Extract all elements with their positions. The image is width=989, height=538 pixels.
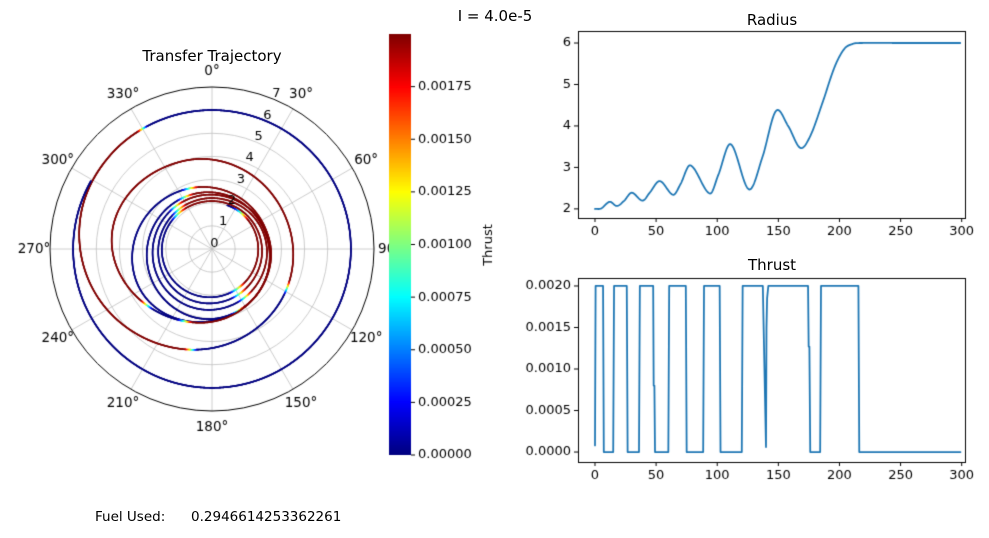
radius-plot-title: Radius: [746, 11, 798, 29]
thrust-plot-title: Thrust: [747, 256, 797, 274]
polar-plot-title: Transfer Trajectory: [142, 47, 282, 65]
thrust-colorbar: [384, 24, 520, 470]
fuel-used-text: Fuel Used: 0.2946614253362261: [95, 509, 342, 526]
radius-line-plot: [520, 4, 989, 246]
thrust-line-plot: [520, 250, 989, 488]
footer-stats: Fuel Used: 0.2946614253362261 Time to Or…: [95, 471, 341, 538]
figure-suptitle: I = 4.0e-5: [457, 7, 533, 25]
